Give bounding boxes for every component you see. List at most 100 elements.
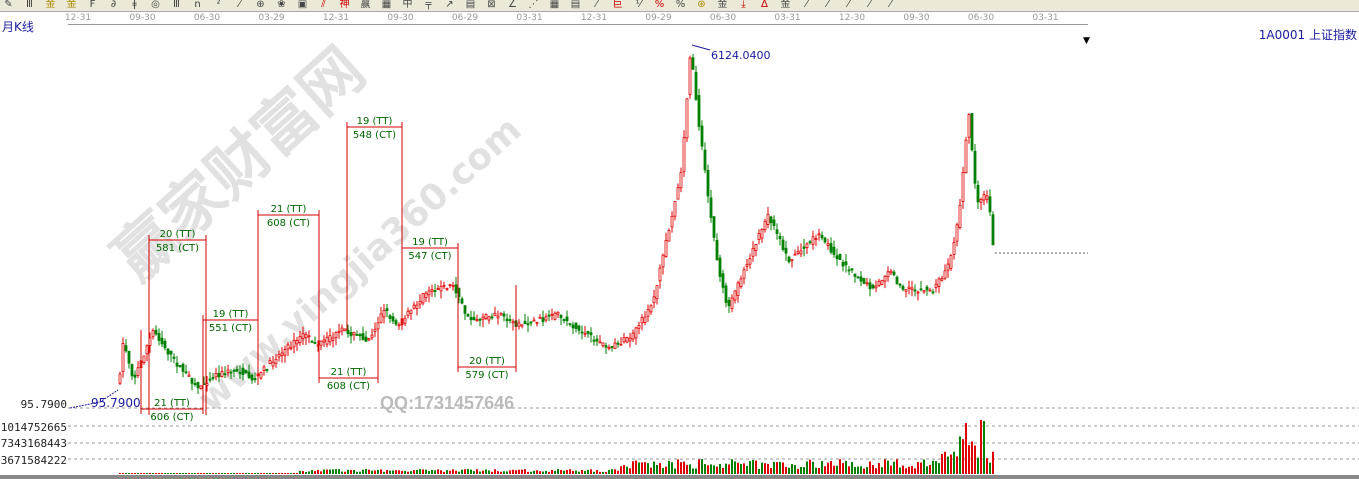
percent2-icon[interactable]: ⅟ <box>635 0 642 10</box>
candle-body <box>364 336 368 342</box>
candle-body <box>412 304 416 309</box>
volume-bar <box>869 461 871 474</box>
volume-bar <box>950 454 952 474</box>
candle-body <box>448 284 452 286</box>
f-icon[interactable]: F <box>89 0 96 10</box>
gear-icon[interactable]: ⊕ <box>256 0 265 10</box>
line9-icon[interactable]: ▤ <box>570 0 581 10</box>
draw-icon[interactable]: ✎ <box>4 0 13 10</box>
candle-body <box>262 366 266 371</box>
volume-bar <box>386 470 388 474</box>
candle-body <box>433 290 437 292</box>
z4-icon[interactable]: ⁄ <box>847 0 850 10</box>
line6-icon[interactable]: ∠ <box>508 0 517 10</box>
candle-body <box>421 293 425 304</box>
delta-icon[interactable]: ⤓ <box>741 0 746 10</box>
volume-bar <box>761 462 763 474</box>
line8-icon[interactable]: ▦ <box>549 0 560 10</box>
gold3-icon[interactable]: ⊛ <box>697 0 706 10</box>
cycle-ct-label: 606 (CT) <box>150 412 193 423</box>
target-icon[interactable]: ⁄ <box>238 0 241 10</box>
line2-icon[interactable]: ╤ <box>425 0 432 10</box>
volume-bar <box>836 465 838 474</box>
volume-bar <box>191 473 193 474</box>
table-icon[interactable]: ⁄ <box>595 0 598 10</box>
volume-bar <box>725 463 727 474</box>
volume-bar <box>602 471 604 474</box>
line1-icon[interactable]: 中 <box>402 0 413 10</box>
bars-icon[interactable]: Ⅲ <box>26 0 33 10</box>
volume-bar <box>188 473 190 474</box>
volume-bar <box>806 461 808 474</box>
parallel-icon[interactable]: ▣ <box>297 0 308 10</box>
pen-icon[interactable]: ⫽ <box>321 0 326 10</box>
circle-icon[interactable]: ◎ <box>151 0 160 10</box>
volume-bar <box>398 470 400 474</box>
candle-body <box>436 288 440 290</box>
volume-bar <box>608 470 610 474</box>
early-price-line <box>69 389 119 409</box>
red-box-icon[interactable]: 神 <box>339 0 350 10</box>
percent3-icon[interactable]: % <box>654 0 665 10</box>
box-icon[interactable]: ❀ <box>277 0 286 10</box>
volume-bar <box>665 466 667 474</box>
candle-body <box>601 342 605 347</box>
coin-icon[interactable]: % <box>675 0 686 10</box>
grid-icon[interactable]: 赢 <box>360 0 371 10</box>
arrow-icon[interactable]: 金 <box>717 0 728 10</box>
candle-body <box>988 196 992 213</box>
candle-body <box>235 368 239 372</box>
candle-body <box>469 317 473 321</box>
volume-bar <box>224 473 226 474</box>
volume-bar <box>953 451 955 474</box>
z2-icon[interactable]: ⁄ <box>805 0 808 10</box>
low-price-label: 95.7900 <box>91 396 141 410</box>
line3-icon[interactable]: ↗ <box>445 0 454 10</box>
volume-bar <box>371 470 373 474</box>
z1-icon[interactable]: 金 <box>780 0 791 10</box>
gold-icon[interactable]: 金 <box>45 0 56 10</box>
gold2-icon[interactable]: 金 <box>66 0 77 10</box>
line5-icon[interactable]: ⊠ <box>487 0 496 10</box>
percent-icon[interactable]: 巨 <box>612 0 623 10</box>
volume-bar <box>764 463 766 474</box>
candle-body <box>670 215 674 228</box>
volume-bar <box>209 473 211 474</box>
candle-body <box>964 139 968 173</box>
volume-bar <box>251 473 253 474</box>
volume-bar <box>890 465 892 474</box>
volume-bar <box>848 466 850 474</box>
volume-bar <box>863 468 865 474</box>
horizontal-scrollbar[interactable] <box>0 475 1359 479</box>
candle-body <box>694 71 698 100</box>
candle-body <box>124 345 128 352</box>
candle-body <box>481 316 485 320</box>
candle-body <box>370 334 374 338</box>
volume-bar <box>743 463 745 474</box>
fan-icon[interactable]: ² <box>216 0 221 10</box>
candle-body <box>181 363 185 372</box>
candle-body <box>313 342 317 344</box>
z6-icon[interactable]: ⁄ <box>889 0 892 10</box>
line7-icon[interactable]: ⋰ <box>528 0 539 10</box>
cross-icon[interactable]: ▦ <box>381 0 392 10</box>
volume-bar <box>851 462 853 474</box>
volume-bar <box>719 463 721 474</box>
gold4-icon[interactable]: ∆ <box>761 0 768 10</box>
volume-bar <box>284 473 286 474</box>
volume-bar <box>131 473 133 474</box>
dropdown-arrow-icon[interactable]: ▼ <box>1083 36 1090 46</box>
candle-body <box>352 331 356 336</box>
z5-icon[interactable]: ⁄ <box>868 0 871 10</box>
bars2-icon[interactable]: Ⅲ <box>173 0 180 10</box>
line4-icon[interactable]: ▤ <box>465 0 476 10</box>
candle-body <box>919 288 923 291</box>
volume-bar <box>413 470 415 474</box>
cycle-ct-label: 608 (CT) <box>267 218 310 229</box>
z3-icon[interactable]: ⁄ <box>826 0 829 10</box>
volume-bar <box>152 473 154 474</box>
volume-bar <box>449 470 451 474</box>
fib-icon[interactable]: ǂ <box>132 0 137 10</box>
n2-icon[interactable]: n <box>194 0 201 10</box>
spiral-icon[interactable]: ∂ <box>110 0 117 10</box>
